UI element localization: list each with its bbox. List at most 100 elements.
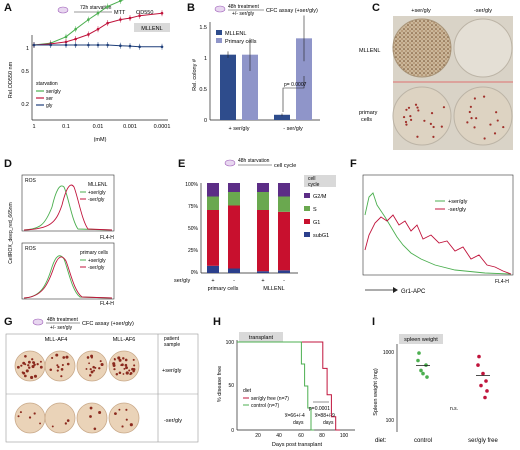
- ytick: 100: [226, 340, 235, 346]
- legend-label: control (n=7): [251, 403, 280, 409]
- colony-dot: [56, 369, 59, 372]
- panel-a-header: 72h starvation: [80, 5, 112, 11]
- colony-dot: [93, 369, 95, 372]
- tag-box: [399, 334, 443, 344]
- survival-line: [237, 341, 340, 431]
- colony-dot: [39, 422, 41, 425]
- panel-e-header: 48h starvation: [238, 158, 270, 164]
- plate-mllenl-plus: [392, 18, 452, 78]
- ytick: 50%: [188, 226, 199, 232]
- colony-dot: [442, 106, 446, 109]
- ytick: 1: [204, 56, 207, 62]
- colony-dot: [51, 356, 54, 360]
- colony-dot: [19, 411, 22, 414]
- panel-a-xlabel: (mM): [94, 137, 107, 143]
- legend-title-cell: cell: [308, 176, 316, 182]
- colony-dot: [99, 360, 102, 363]
- colony-dot: [475, 117, 478, 120]
- panel-g-header-2: +/- ser/gly: [50, 325, 73, 331]
- colony-dot: [60, 375, 63, 378]
- legend-label: G1: [313, 220, 320, 226]
- x-sign: -: [283, 278, 285, 284]
- panel-e-chart: 48h starvation cell cycle 100% 75% 50% 2…: [174, 158, 336, 292]
- stack-segment: [257, 183, 269, 192]
- row-label: -ser/gly: [164, 418, 182, 424]
- panel-label-c: C: [372, 2, 380, 14]
- data-point: [483, 395, 487, 400]
- data-point: [425, 375, 429, 379]
- colony-dot: [128, 369, 131, 372]
- colony-dot: [124, 358, 128, 362]
- colony-dot: [493, 132, 497, 135]
- colony-dot: [64, 422, 67, 425]
- tag-box: [239, 332, 283, 342]
- panel-label-d: D: [4, 158, 12, 170]
- ns-label: n.s.: [450, 406, 458, 412]
- plate-mllenl-minus: [453, 18, 513, 78]
- panel-a-flow-1: MTT: [114, 10, 126, 16]
- colony-dot: [113, 368, 116, 371]
- row-label: MLLENL: [359, 48, 380, 54]
- legend-title: diet: [243, 388, 252, 394]
- colony-dot: [65, 355, 69, 359]
- xtick: 40: [276, 433, 282, 439]
- colony-dot: [416, 106, 419, 109]
- ytick: 0.2: [21, 102, 29, 108]
- xtick: 80: [319, 433, 325, 439]
- hist-xlabel: FL4-H: [100, 301, 114, 305]
- hist-curve-plus: [23, 255, 113, 299]
- legend-swatch-mllenl: [216, 30, 222, 35]
- data-point: [160, 11, 164, 15]
- hist-curve-minus: [23, 256, 113, 299]
- colony-dot: [89, 415, 92, 418]
- colony-dot: [98, 411, 102, 415]
- colony-dot: [496, 119, 499, 122]
- cell-line-box: [134, 23, 170, 32]
- colony-dot: [57, 365, 60, 369]
- colony-dot: [118, 358, 122, 362]
- diet-label: diet:: [375, 438, 387, 444]
- data-point: [87, 33, 90, 36]
- hist-tag: ROS: [25, 178, 37, 184]
- panel-h-chart: transplant % disease free 100 50 0 20 40…: [217, 332, 355, 448]
- colony-dot: [469, 105, 472, 108]
- stack-segment: [228, 192, 240, 206]
- stack-segment: [278, 211, 290, 271]
- group-label: MLLENL: [263, 286, 284, 292]
- row-label-primary: primary: [359, 110, 378, 116]
- panel-label-b: B: [187, 2, 195, 14]
- colony-dot: [402, 115, 406, 119]
- hist-curve-minus: [23, 184, 113, 231]
- colony-dot: [123, 367, 126, 370]
- row-label: +ser/gly: [162, 368, 182, 374]
- culture-plate: [44, 350, 76, 382]
- stack-segment: [278, 196, 290, 212]
- xtick: 100: [340, 433, 349, 439]
- col-label: MLL-AF4: [45, 337, 68, 343]
- colony-dot: [39, 365, 43, 369]
- colony-dot: [62, 356, 66, 359]
- panel-g-plates: 48h treatment +/- ser/gly CFC assay (+se…: [5, 317, 199, 443]
- panel-a-ylabel: Rel.OD550 nm: [8, 61, 14, 98]
- colony-dot: [32, 361, 36, 364]
- ytick: 100%: [185, 182, 198, 188]
- culture-plate: [108, 402, 140, 434]
- colony-dot: [33, 412, 36, 415]
- plate-primary-plus: [392, 86, 452, 146]
- legend-label: subG1: [313, 233, 329, 239]
- hist-cell: primary cells: [80, 250, 109, 256]
- data-point: [477, 354, 481, 359]
- panel-d-ylabel: CellROX_deep_red_665nm: [8, 202, 14, 263]
- data-point: [74, 37, 77, 41]
- culture-plate: [76, 402, 108, 434]
- data-point: [476, 363, 480, 367]
- legend-title-cycle: cycle: [308, 182, 320, 188]
- colony-dot: [125, 371, 129, 375]
- colony-dot: [28, 416, 32, 419]
- legend-label: -ser/gly: [88, 265, 105, 271]
- colony-dot: [66, 362, 70, 366]
- colony-dot: [112, 363, 116, 367]
- colony-dot: [417, 109, 420, 112]
- stack-segment: [257, 210, 269, 272]
- hist-curve-plus: [364, 192, 512, 275]
